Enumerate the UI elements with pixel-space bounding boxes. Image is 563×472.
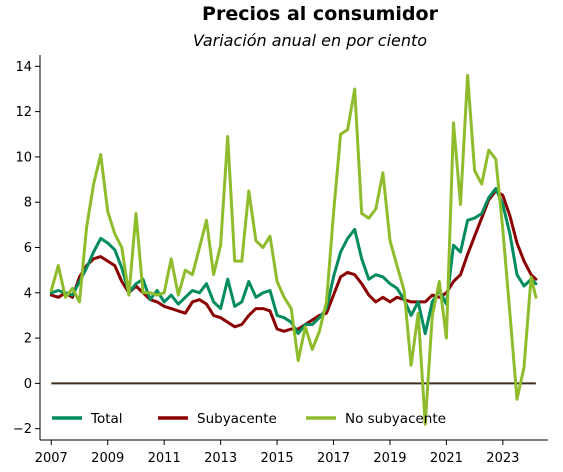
series-line-no-subyacente <box>49 73 538 426</box>
y-tick-label: 6 <box>24 241 32 256</box>
y-tick-label: 14 <box>15 60 32 75</box>
x-tick-label: 2015 <box>261 451 294 466</box>
legend: Total Subyacente No subyacente <box>52 411 446 427</box>
legend-label-subyacente: Subyacente <box>197 411 277 427</box>
axes: −2 0 2 4 6 8 10 12 14 2007 2009 2011 2013 2015 2017 201… <box>13 55 548 466</box>
x-tick-label: 2023 <box>486 451 519 466</box>
x-tick-label: 2021 <box>430 451 463 466</box>
x-tick-label: 2007 <box>35 451 68 466</box>
y-tick-label: 8 <box>24 196 32 211</box>
legend-label-total: Total <box>90 411 123 427</box>
chart-title: Precios al consumidor <box>202 3 438 25</box>
chart-subtitle: Variación anual en por ciento <box>192 31 428 50</box>
y-tick-label: 12 <box>15 105 32 120</box>
x-tick-label: 2017 <box>317 451 350 466</box>
y-tick-label: 10 <box>15 150 32 165</box>
x-tick-label: 2013 <box>204 451 237 466</box>
x-tick-label: 2019 <box>373 451 406 466</box>
legend-label-no-subyacente: No subyacente <box>345 411 446 427</box>
y-tick-label: −2 <box>13 422 32 437</box>
x-tick-label: 2009 <box>91 451 124 466</box>
y-tick-label: 0 <box>24 377 32 392</box>
y-tick-label: 4 <box>24 286 32 301</box>
y-tick-label: 2 <box>24 332 32 347</box>
series-lines <box>49 73 538 426</box>
x-tick-label: 2011 <box>148 451 181 466</box>
